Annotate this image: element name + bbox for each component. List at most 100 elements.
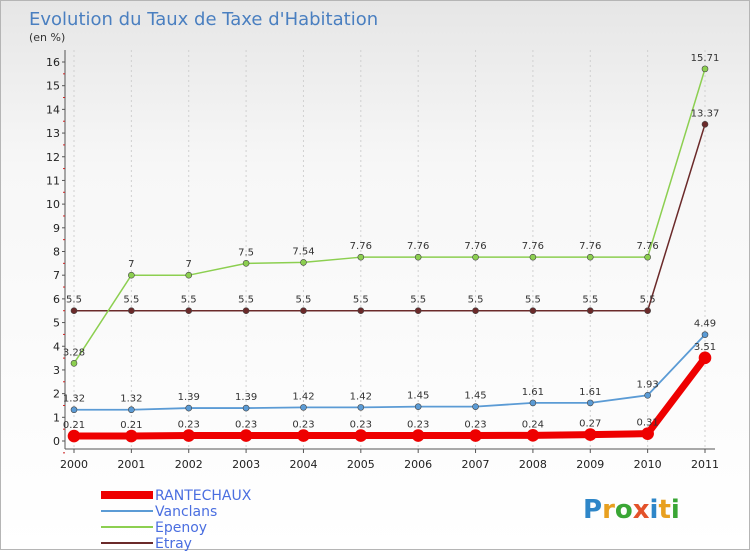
data-point bbox=[357, 404, 365, 411]
data-label: 0.21 bbox=[120, 420, 142, 431]
data-label: 13.37 bbox=[691, 108, 720, 119]
series-line-etray bbox=[74, 124, 706, 312]
data-label: 5.5 bbox=[582, 295, 598, 306]
data-label: 5.5 bbox=[123, 295, 139, 306]
y-tick-label: 9 bbox=[53, 222, 60, 235]
data-label: 5.5 bbox=[353, 295, 369, 306]
data-label: 5.5 bbox=[181, 295, 197, 306]
data-label: 7.76 bbox=[464, 241, 486, 252]
x-tick-label: 2004 bbox=[289, 458, 317, 471]
chart-title: Evolution du Taux de Taxe d'Habitation bbox=[29, 9, 378, 30]
data-point bbox=[586, 253, 594, 261]
data-label: 1.93 bbox=[637, 379, 659, 390]
y-tick-label: 15 bbox=[46, 80, 60, 93]
data-point bbox=[357, 307, 365, 315]
x-tick-label: 2007 bbox=[462, 458, 490, 471]
x-tick-label: 2011 bbox=[691, 458, 719, 471]
x-tick-label: 2008 bbox=[519, 458, 547, 471]
data-point bbox=[185, 307, 193, 315]
data-point bbox=[70, 307, 78, 315]
y-tick-label: 10 bbox=[46, 198, 60, 211]
data-point bbox=[411, 429, 425, 442]
data-point bbox=[529, 399, 537, 407]
data-label: 0.27 bbox=[579, 419, 601, 430]
data-label: 1.61 bbox=[522, 387, 544, 398]
data-point bbox=[701, 65, 709, 73]
data-label: 0.23 bbox=[350, 420, 372, 431]
data-label: 7 bbox=[186, 259, 192, 270]
data-point bbox=[583, 428, 597, 441]
data-label: 0.23 bbox=[464, 420, 486, 431]
data-point bbox=[300, 404, 307, 411]
data-point bbox=[641, 427, 654, 440]
data-label: 5.5 bbox=[468, 295, 484, 306]
data-label: 0.23 bbox=[178, 420, 200, 431]
data-label: 1.61 bbox=[579, 387, 601, 398]
data-point bbox=[644, 391, 651, 399]
data-point bbox=[472, 307, 479, 315]
legend-label: Vanclans bbox=[155, 504, 217, 520]
data-point bbox=[529, 307, 537, 315]
data-point bbox=[242, 404, 250, 412]
data-label: 0.23 bbox=[292, 420, 314, 431]
data-label: 7.54 bbox=[292, 246, 314, 257]
data-point bbox=[128, 406, 135, 414]
data-label: 0.23 bbox=[235, 420, 257, 431]
x-tick-label: 2009 bbox=[576, 458, 604, 471]
data-label: 5.5 bbox=[640, 295, 656, 306]
data-label: 5.5 bbox=[238, 295, 254, 306]
y-tick-label: 12 bbox=[46, 151, 60, 164]
x-tick-label: 2005 bbox=[347, 458, 375, 471]
data-label: 5.5 bbox=[410, 295, 426, 306]
y-tick-label: 11 bbox=[46, 174, 60, 187]
data-point bbox=[586, 307, 594, 315]
series-line-vanclans bbox=[74, 334, 706, 411]
data-point bbox=[185, 271, 193, 279]
data-point bbox=[701, 120, 709, 128]
data-label: 1.42 bbox=[292, 391, 314, 402]
data-label: 0.24 bbox=[522, 419, 544, 430]
data-point bbox=[300, 307, 307, 315]
data-label: 0.31 bbox=[637, 418, 659, 429]
unit-label: (en %) bbox=[29, 31, 65, 44]
data-label: 7.76 bbox=[407, 241, 429, 252]
data-point bbox=[128, 271, 135, 279]
y-tick-label: 8 bbox=[53, 246, 60, 259]
data-point bbox=[701, 331, 709, 338]
x-tick-label: 2003 bbox=[232, 458, 260, 471]
data-label: 15.71 bbox=[691, 53, 720, 64]
data-point bbox=[67, 429, 81, 443]
data-label: 5.5 bbox=[296, 295, 312, 306]
data-label: 7.76 bbox=[637, 241, 659, 252]
data-point bbox=[70, 406, 78, 414]
data-point bbox=[242, 260, 250, 267]
data-point bbox=[644, 253, 651, 261]
data-point bbox=[185, 404, 193, 412]
data-point bbox=[242, 307, 250, 315]
data-label: 7.76 bbox=[579, 241, 601, 252]
x-tick-label: 2002 bbox=[175, 458, 203, 471]
data-point bbox=[70, 360, 78, 367]
data-point bbox=[239, 429, 253, 442]
y-tick-label: 13 bbox=[46, 127, 60, 140]
y-tick-label: 0 bbox=[53, 435, 60, 448]
data-label: 0.23 bbox=[407, 420, 429, 431]
data-point bbox=[354, 429, 368, 442]
y-tick-label: 2 bbox=[53, 388, 60, 401]
data-label: 1.42 bbox=[350, 391, 372, 402]
data-point bbox=[182, 429, 196, 442]
y-tick-label: 5 bbox=[53, 317, 60, 330]
y-tick-label: 3 bbox=[53, 364, 60, 377]
data-point bbox=[414, 307, 422, 315]
data-label: 0.21 bbox=[63, 420, 85, 431]
y-tick-label: 4 bbox=[53, 340, 60, 353]
data-point bbox=[128, 307, 135, 315]
data-label: 7 bbox=[128, 259, 134, 270]
data-label: 1.45 bbox=[407, 391, 429, 402]
data-point bbox=[644, 307, 651, 315]
x-tick-label: 2001 bbox=[117, 458, 145, 471]
data-label: 4.49 bbox=[694, 319, 716, 330]
proxiti-logo: Proxiti bbox=[583, 495, 680, 525]
y-tick-label: 6 bbox=[53, 293, 60, 306]
